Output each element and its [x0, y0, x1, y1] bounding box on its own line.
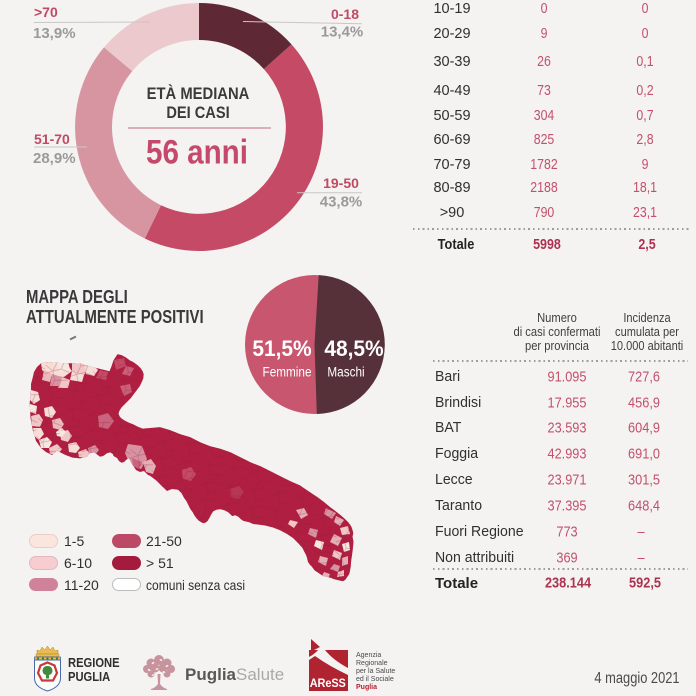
svg-text:AReSS: AReSS — [310, 678, 347, 690]
